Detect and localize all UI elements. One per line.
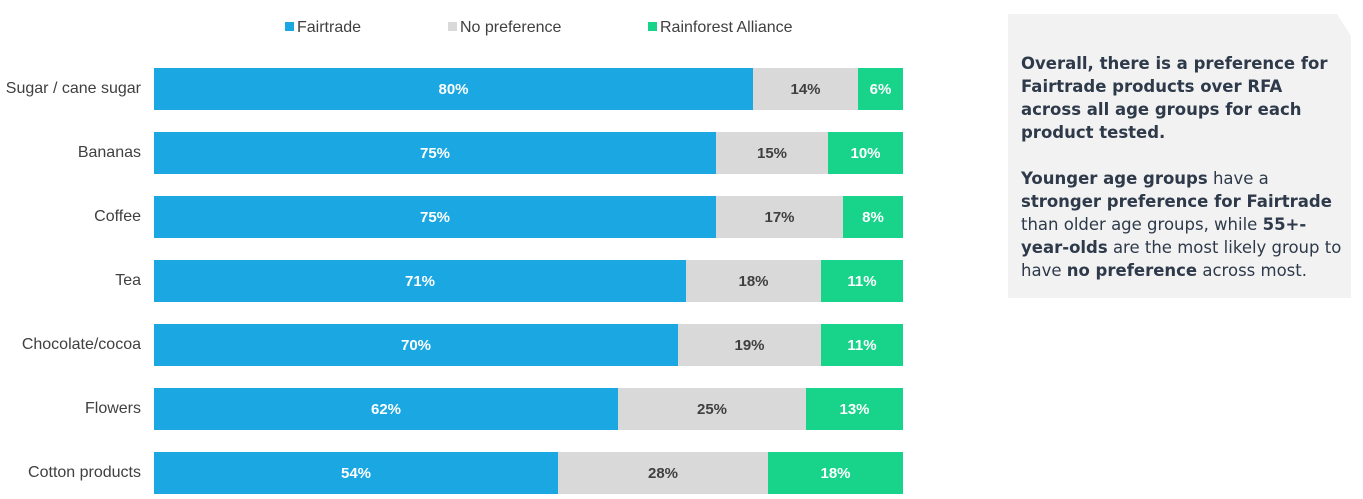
bar-row: 75% 17% 8% bbox=[154, 196, 903, 238]
legend-item-rainforest-alliance: Rainforest Alliance bbox=[648, 19, 793, 37]
bar-segment-fairtrade bbox=[154, 260, 686, 302]
callout-detail-part: are the most likely group to have bbox=[1021, 238, 1342, 280]
bar-segment-fairtrade bbox=[154, 68, 753, 110]
bar-segment-no-preference bbox=[716, 132, 828, 174]
bar-segment-fairtrade bbox=[154, 196, 716, 238]
data-label-no-preference: 17% bbox=[764, 208, 795, 226]
callout-detail-part: stronger preference for Fairtrade bbox=[1021, 192, 1332, 211]
callout-summary: Overall, there is a preference for Fairt… bbox=[1021, 54, 1328, 142]
data-label-rainforest-alliance: 6% bbox=[869, 80, 892, 98]
data-label-rainforest-alliance: 18% bbox=[820, 464, 851, 482]
bar-segment-no-preference bbox=[753, 68, 858, 110]
bar-segment-fairtrade bbox=[154, 132, 716, 174]
category-label: Chocolate/cocoa bbox=[21, 336, 141, 353]
bar-segment-no-preference bbox=[686, 260, 821, 302]
bar-segment-fairtrade bbox=[154, 324, 678, 366]
data-label-no-preference: 28% bbox=[647, 464, 679, 482]
bar-segment-no-preference bbox=[716, 196, 843, 238]
category-label: Cotton products bbox=[28, 464, 141, 481]
legend-label-no-preference: No preference bbox=[460, 19, 562, 36]
data-label-fairtrade: 80% bbox=[438, 80, 469, 98]
data-label-fairtrade: 62% bbox=[370, 400, 402, 418]
callout-detail-part: 55+-year-olds bbox=[1021, 215, 1307, 257]
callout-detail-part: have a bbox=[1207, 169, 1269, 188]
callout-detail: Younger age groups have a stronger prefe… bbox=[1021, 167, 1343, 282]
data-label-fairtrade: 75% bbox=[419, 144, 451, 162]
bar-segment-rainforest-alliance bbox=[768, 452, 903, 494]
data-label-rainforest-alliance: 10% bbox=[850, 144, 881, 162]
data-label-no-preference: 18% bbox=[738, 272, 769, 290]
category-label: Coffee bbox=[94, 208, 141, 225]
legend-item-no-preference: No preference bbox=[448, 19, 561, 37]
category-label: Flowers bbox=[84, 400, 141, 417]
bar-segment-fairtrade bbox=[154, 452, 558, 494]
category-label: Bananas bbox=[77, 144, 141, 161]
stacked-bar-chart: Sugar / cane sugar 80% 14% 6% Bananas 75% 15% 1… bbox=[5, 68, 903, 494]
data-label-fairtrade: 70% bbox=[400, 336, 432, 354]
bar-segment-no-preference bbox=[678, 324, 821, 366]
category-label: Tea bbox=[115, 272, 141, 289]
data-label-rainforest-alliance: 8% bbox=[862, 208, 884, 226]
category-label: Sugar / cane sugar bbox=[5, 80, 141, 97]
legend-label-rainforest-alliance: Rainforest Alliance bbox=[660, 19, 793, 36]
callout-detail-part: Younger age groups bbox=[1021, 169, 1208, 188]
bar-row: 70% 19% 11% bbox=[154, 324, 903, 366]
data-label-no-preference: 19% bbox=[734, 336, 765, 354]
data-label-no-preference: 14% bbox=[790, 80, 821, 98]
callout-detail-part: across most. bbox=[1197, 261, 1307, 280]
data-label-fairtrade: 75% bbox=[419, 208, 451, 226]
data-label-fairtrade: 54% bbox=[340, 464, 372, 482]
data-label-no-preference: 15% bbox=[756, 144, 788, 162]
insight-callout: Overall, there is a preference for Fairt… bbox=[1008, 14, 1351, 298]
bar-segment-rainforest-alliance bbox=[828, 132, 903, 174]
bar-segment-rainforest-alliance bbox=[843, 196, 903, 238]
bar-segment-rainforest-alliance bbox=[858, 68, 903, 110]
data-label-rainforest-alliance: 11% bbox=[847, 272, 877, 290]
legend-label-fairtrade: Fairtrade bbox=[297, 19, 362, 36]
bar-segment-no-preference bbox=[618, 388, 806, 430]
bar-row: 54% 28% 18% bbox=[154, 452, 903, 494]
bar-segment-rainforest-alliance bbox=[821, 260, 903, 302]
callout-detail-part: than older age groups, while bbox=[1021, 215, 1263, 234]
bar-segment-rainforest-alliance bbox=[821, 324, 903, 366]
legend-swatch-fairtrade bbox=[285, 22, 294, 31]
bar-segment-fairtrade bbox=[154, 388, 618, 430]
data-label-rainforest-alliance: 11% bbox=[847, 336, 877, 354]
bar-segment-no-preference bbox=[558, 452, 768, 494]
data-label-rainforest-alliance: 13% bbox=[839, 400, 870, 418]
legend-swatch-no-preference bbox=[448, 22, 457, 31]
data-label-no-preference: 25% bbox=[696, 400, 728, 418]
bar-segment-rainforest-alliance bbox=[806, 388, 903, 430]
legend-item-fairtrade: Fairtrade bbox=[285, 19, 361, 37]
bar-row: 62% 25% 13% bbox=[154, 388, 903, 430]
data-label-fairtrade: 71% bbox=[404, 272, 436, 290]
bar-row: 80% 14% 6% bbox=[154, 68, 903, 110]
legend-swatch-rainforest-alliance bbox=[648, 22, 657, 31]
callout-detail-part: no preference bbox=[1066, 261, 1198, 280]
bar-row: 71% 18% 11% bbox=[154, 260, 903, 302]
bar-row: 75% 15% 10% bbox=[154, 132, 903, 174]
